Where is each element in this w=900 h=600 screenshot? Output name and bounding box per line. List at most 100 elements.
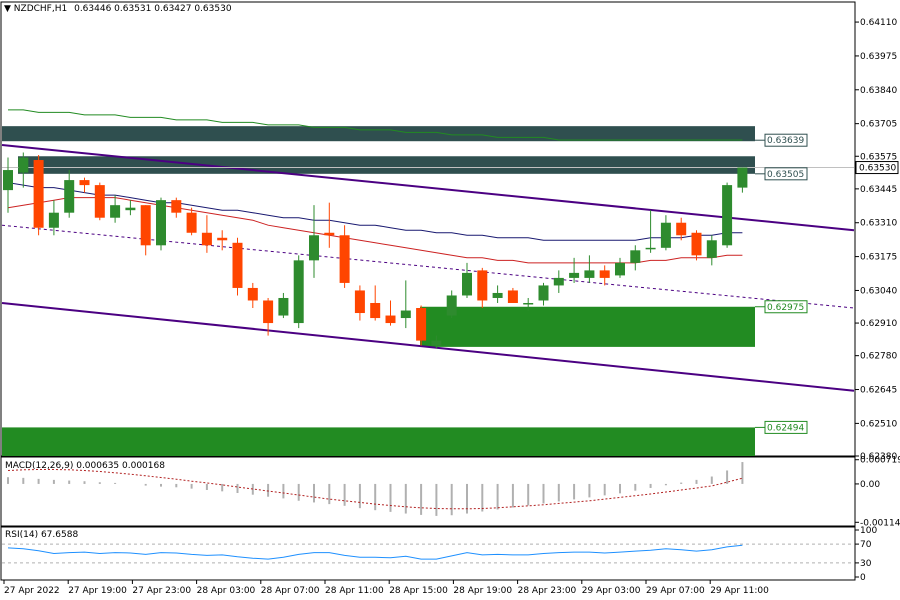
candle-body (354, 290, 365, 314)
ma-long (8, 109, 743, 141)
macd-signal-line (7, 469, 743, 510)
level-label: 0.62494 (767, 423, 804, 433)
candle (48, 200, 59, 236)
price-tick-label: 0.62380 (860, 452, 897, 462)
candle-body (507, 290, 518, 303)
symbol-label: NZDCHF,H1 (13, 4, 68, 14)
candle-body (125, 207, 136, 211)
candle (186, 207, 197, 236)
support-zone (2, 427, 755, 456)
candle-body (171, 200, 182, 213)
rsi-tick-label: 0 (860, 573, 866, 583)
demand-zone (420, 306, 755, 347)
candle (599, 265, 610, 286)
candle (676, 217, 687, 241)
candle-body (186, 212, 197, 233)
time-tick-label: 28 Apr 23:00 (518, 586, 577, 596)
candle-body (339, 235, 350, 283)
candle (737, 167, 748, 193)
level-box (764, 300, 808, 314)
price-tick-label: 0.63310 (860, 219, 897, 229)
time-tick-label: 29 Apr 07:00 (646, 586, 705, 596)
time-tick-label: 28 Apr 15:00 (389, 586, 448, 596)
current-price-box (855, 161, 899, 175)
dropdown-triangle-icon[interactable]: ▼ (4, 4, 11, 14)
level-label: 0.62975 (767, 303, 804, 313)
candle (339, 225, 350, 288)
price-tick-label: 0.62910 (860, 319, 897, 329)
ohlc-readout: 0.63446 0.63531 0.63427 0.63530 (74, 4, 232, 14)
rsi-tick-label: 70 (860, 540, 872, 550)
candle-body (737, 167, 748, 188)
candle (645, 210, 656, 253)
candle (538, 282, 549, 306)
time-tick-label: 28 Apr 11:00 (325, 586, 384, 596)
candles-layer (3, 152, 748, 349)
candle (354, 285, 365, 321)
rsi-panel: 100 70 30 0 (2, 526, 877, 583)
price-tick-label: 0.63575 (860, 152, 897, 162)
candle (33, 155, 44, 236)
rsi-label: RSI(14) 67.6588 (5, 530, 79, 540)
rsi-line (7, 544, 743, 560)
candle (492, 285, 503, 303)
candle (553, 270, 564, 293)
candle (278, 292, 289, 319)
macd-frame (0, 456, 856, 527)
candle-body (385, 315, 396, 324)
candle (569, 257, 580, 283)
candle (446, 290, 457, 319)
rsi-frame (0, 526, 856, 581)
price-tick-label: 0.62780 (860, 352, 897, 362)
candle-body (660, 222, 671, 248)
time-tick-label: 27 Apr 2022 (4, 586, 60, 596)
candle-body (615, 262, 625, 276)
zones-layer (2, 126, 755, 456)
candle-body (293, 260, 304, 324)
candle (370, 285, 381, 321)
candle (201, 215, 212, 253)
candle (171, 197, 182, 218)
candle (309, 205, 319, 278)
candle-body (553, 277, 564, 286)
resistance-lower (18, 156, 755, 174)
candle-body (416, 308, 427, 341)
symbol-header: ▼ NZDCHF,H1 0.63446 0.63531 0.63427 0.63… (4, 4, 232, 14)
candle (232, 237, 243, 296)
candle-body (477, 270, 488, 301)
candle (263, 297, 274, 336)
channel-top (1, 143, 855, 232)
macd-tick-label: 0.00 (860, 480, 880, 490)
level-box (764, 133, 808, 147)
candle (94, 182, 105, 221)
macd-tick-label: -0.00114 (860, 518, 900, 528)
price-tick-label: 0.63040 (860, 286, 897, 296)
candle-body (232, 242, 243, 288)
candle (324, 202, 335, 248)
candle (3, 157, 13, 213)
candle-body (523, 302, 534, 305)
candle-body (48, 212, 59, 228)
candle (140, 205, 151, 256)
candle (293, 255, 304, 329)
price-tick-label: 0.63705 (860, 120, 897, 130)
candle-body (247, 287, 258, 301)
level-label: 0.63505 (767, 170, 804, 180)
candle-body (538, 285, 549, 301)
candle-body (18, 157, 29, 173)
candle-body (324, 232, 335, 236)
candle (385, 300, 396, 326)
candle (477, 267, 488, 309)
time-tick-label: 28 Apr 03:00 (197, 586, 256, 596)
candle (507, 287, 518, 303)
channel-bottom (1, 301, 855, 392)
candle-body (431, 340, 442, 346)
candle-body (263, 300, 274, 324)
candle (431, 335, 442, 349)
price-tick-label: 0.63975 (860, 52, 897, 62)
candle (247, 282, 258, 309)
candle (156, 197, 166, 251)
time-tick-label: 27 Apr 23:00 (132, 586, 191, 596)
candle-body (722, 185, 733, 246)
